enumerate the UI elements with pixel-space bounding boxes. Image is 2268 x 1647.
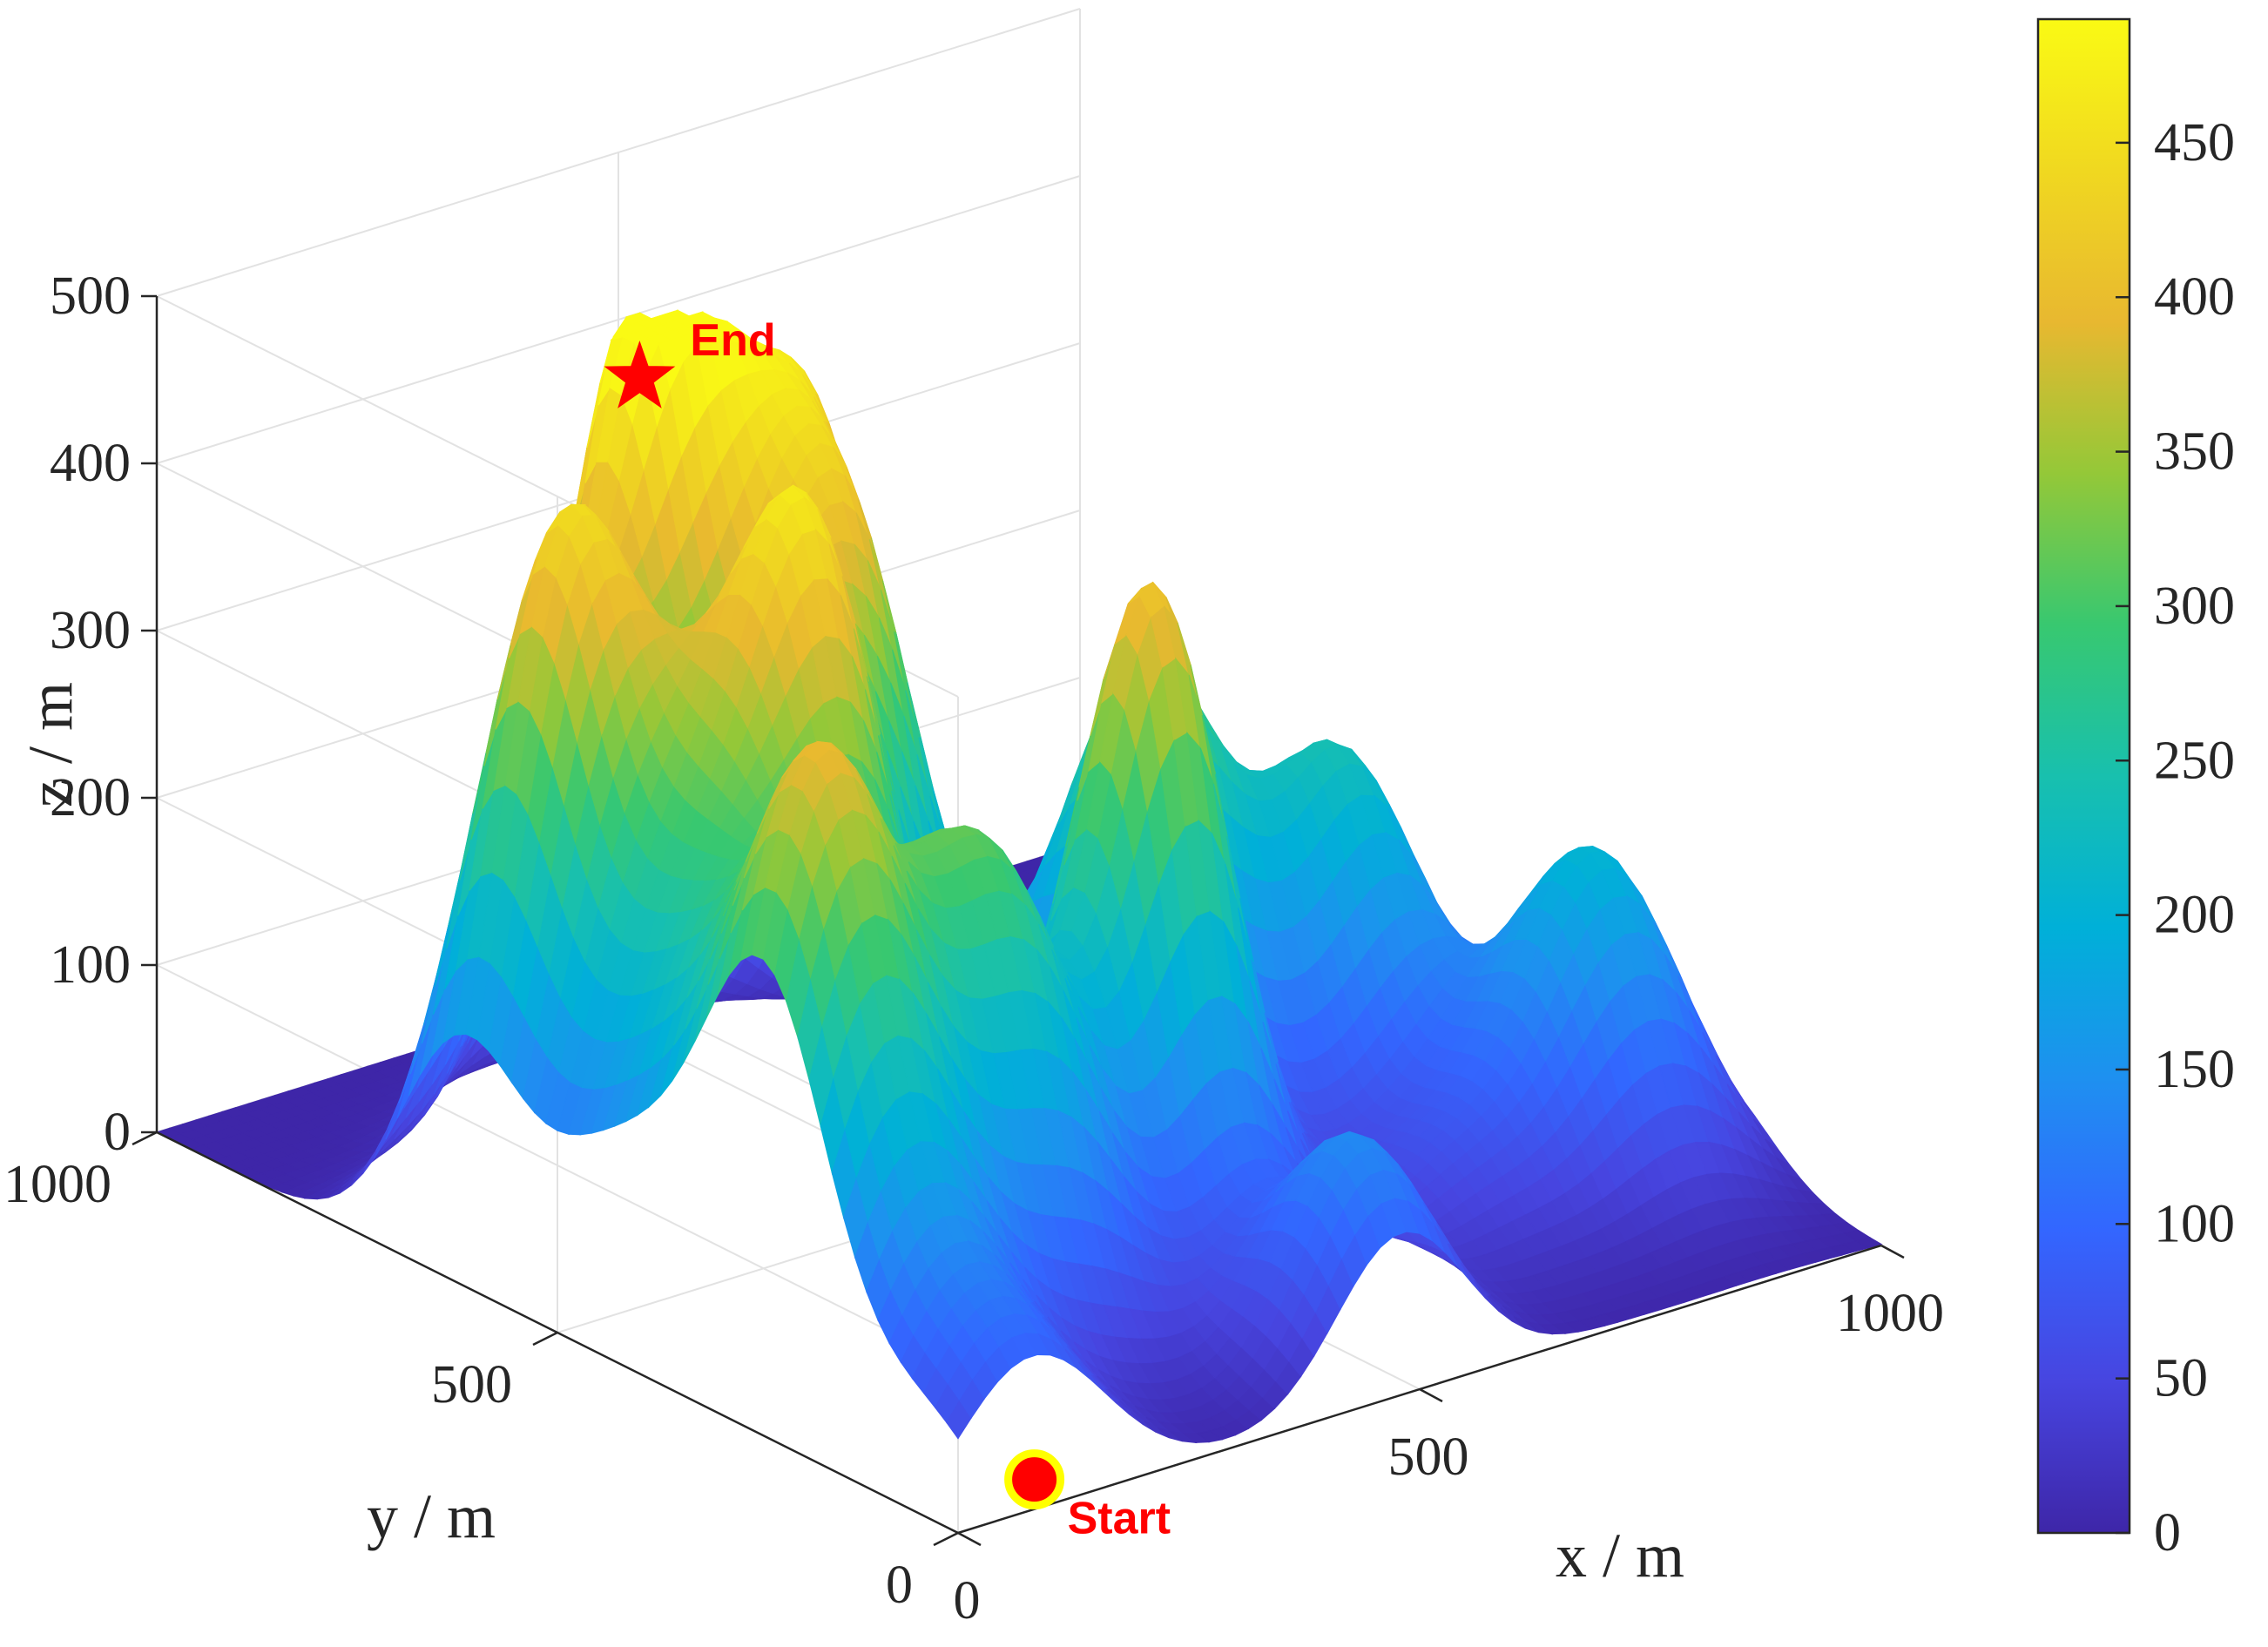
x-tick-label: 1000	[1836, 1284, 1944, 1343]
y-axis-label: y / m	[367, 1482, 496, 1551]
colorbar: 0 50 100 150 200 250 300 350 400 450	[2036, 17, 2235, 1563]
z-tick-label: 300	[50, 601, 131, 660]
z-axis-label: z / m	[16, 682, 85, 807]
colorbar-tick-label: 250	[2154, 731, 2235, 790]
markers: Start End	[604, 315, 1171, 1544]
colorbar-tick-label: 300	[2154, 577, 2235, 636]
x-tick-mark	[957, 1531, 982, 1547]
z-tick-label: 0	[104, 1103, 131, 1162]
x-tick-label: 0	[954, 1571, 981, 1630]
x-tick-label: 500	[1388, 1428, 1469, 1487]
x-tick-mark	[1419, 1387, 1443, 1403]
y-tick-mark	[933, 1531, 959, 1547]
start-marker	[1004, 1449, 1065, 1510]
z-tick-label: 400	[50, 434, 131, 493]
surface	[155, 309, 1883, 1444]
colorbar-tick-label: 100	[2154, 1194, 2235, 1253]
z-tick-label: 500	[50, 267, 131, 326]
end-label: End	[690, 315, 775, 366]
y-tick-mark	[132, 1131, 158, 1146]
end-marker	[604, 340, 676, 408]
colorbar-tick-label: 450	[2154, 113, 2235, 172]
z-tick-label: 200	[50, 768, 131, 827]
y-tick-label: 500	[431, 1355, 512, 1414]
colorbar-tick-label: 400	[2154, 267, 2235, 327]
x-axis-label: x / m	[1556, 1521, 1684, 1590]
y-tick-label: 0	[886, 1556, 913, 1615]
start-label: Start	[1068, 1494, 1171, 1544]
colorbar-tick-label: 0	[2154, 1503, 2181, 1563]
y-tick-mark	[532, 1331, 558, 1347]
colorbar-tick-label: 50	[2154, 1349, 2208, 1408]
surface-patch	[1855, 1237, 1883, 1249]
colorbar-bar	[2036, 17, 2131, 1535]
x-tick-mark	[1880, 1244, 1905, 1259]
colorbar-tick-label: 350	[2154, 422, 2235, 482]
colorbar-tick-label: 200	[2154, 886, 2235, 945]
z-tick-label: 100	[50, 935, 131, 995]
y-tick-label: 1000	[3, 1155, 111, 1214]
colorbar-tick-label: 150	[2154, 1040, 2235, 1099]
